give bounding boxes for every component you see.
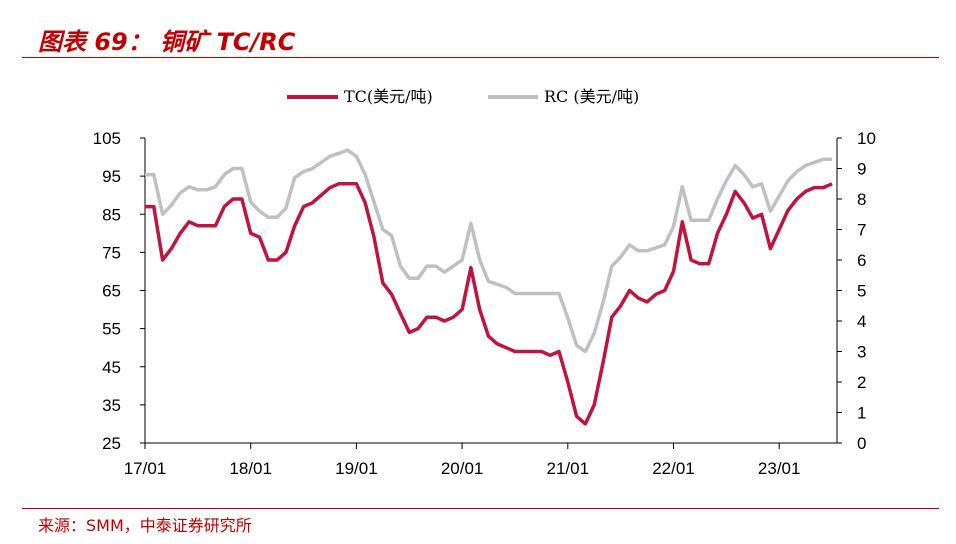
y-right-tick-label: 10 bbox=[857, 129, 876, 148]
series-layer bbox=[145, 148, 833, 426]
y-right-tick-label: 2 bbox=[857, 373, 866, 392]
tc-line bbox=[145, 182, 833, 426]
y-right-tick-label: 0 bbox=[857, 434, 866, 453]
legend-rc-label: RC (美元/吨) bbox=[544, 87, 639, 106]
y-left-tick-label: 55 bbox=[102, 320, 121, 339]
y-left-tick-label: 95 bbox=[102, 167, 121, 186]
footer-divider bbox=[22, 508, 939, 509]
y-right-tick-label: 1 bbox=[857, 404, 866, 423]
x-tick-label: 19/01 bbox=[335, 459, 378, 478]
y-left-tick-label: 75 bbox=[102, 243, 121, 262]
title-divider bbox=[22, 57, 939, 58]
legend: TC(美元/吨) RC (美元/吨) bbox=[287, 87, 639, 106]
y-right-tick-label: 3 bbox=[857, 343, 866, 362]
y-right-tick-label: 5 bbox=[857, 282, 866, 301]
x-tick-label: 17/01 bbox=[124, 459, 167, 478]
y-left-tick-label: 25 bbox=[102, 434, 121, 453]
y-left-tick-label: 65 bbox=[102, 282, 121, 301]
source-note: 来源：SMM，中泰证券研究所 bbox=[38, 516, 252, 535]
y-right-tick-label: 7 bbox=[857, 221, 866, 240]
legend-tc-label: TC(美元/吨) bbox=[344, 87, 433, 106]
y-left-tick-label: 105 bbox=[93, 129, 121, 148]
y-left-tick-label: 35 bbox=[102, 396, 121, 415]
rc-line bbox=[145, 148, 833, 354]
y-right-tick-label: 4 bbox=[857, 312, 866, 331]
y-right-tick-label: 6 bbox=[857, 251, 866, 270]
x-tick-label: 22/01 bbox=[652, 459, 695, 478]
x-tick-label: 20/01 bbox=[441, 459, 484, 478]
y-right-tick-label: 8 bbox=[857, 190, 866, 209]
chart-title: 图表 69： 铜矿 TC/RC bbox=[38, 28, 296, 56]
y-right-tick-label: 9 bbox=[857, 160, 866, 179]
y-left-tick-label: 85 bbox=[102, 205, 121, 224]
y-left-tick-label: 45 bbox=[102, 358, 121, 377]
x-tick-label: 18/01 bbox=[229, 459, 272, 478]
x-tick-label: 23/01 bbox=[758, 459, 801, 478]
x-tick-label: 21/01 bbox=[547, 459, 590, 478]
